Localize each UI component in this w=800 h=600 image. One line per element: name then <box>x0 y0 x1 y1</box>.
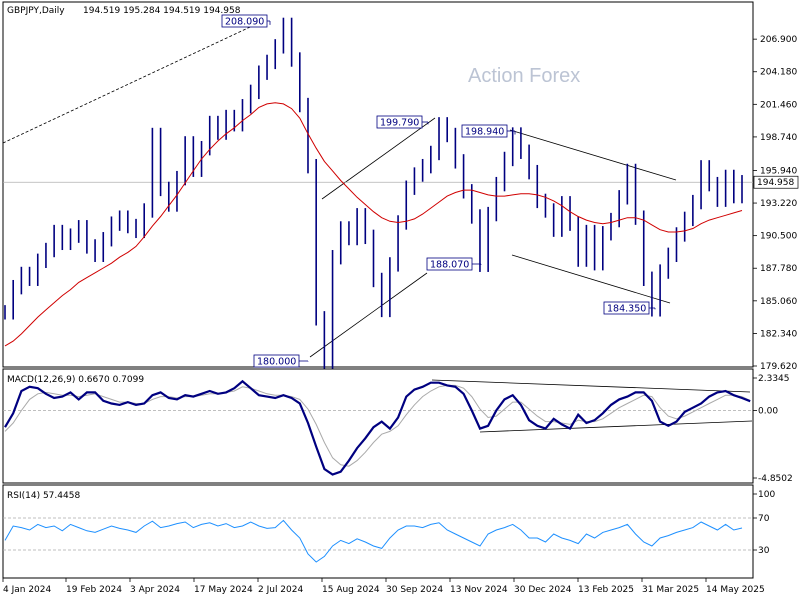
callout-label: 208.090 <box>225 17 264 28</box>
callout-label: 180.000 <box>257 357 296 368</box>
current-price-marker: 194.958 <box>753 175 799 189</box>
price-tick-label: 204.180 <box>760 68 797 78</box>
x-tick-label: 14 May 2025 <box>706 585 765 595</box>
current-price-label: 194.958 <box>757 178 794 188</box>
x-tick-label: 30 Dec 2024 <box>514 585 572 595</box>
callout-label: 188.070 <box>430 260 469 271</box>
price-tick-label: 198.740 <box>760 133 797 143</box>
wedge-upper-line <box>509 129 677 181</box>
price-tick-label: 206.900 <box>760 35 797 45</box>
x-tick-label: 31 Mar 2025 <box>642 585 699 595</box>
channel-lower-line <box>309 272 428 358</box>
price-tick-label: 190.500 <box>760 232 797 242</box>
macd-title: MACD(12,26,9) 0.6670 0.7099 <box>7 375 144 385</box>
price-tick-label: 179.620 <box>760 362 797 372</box>
x-tick-label: 19 Feb 2024 <box>66 585 122 595</box>
macd-y-axis: 2.3345 0.00 -4.8502 <box>3 374 793 484</box>
price-tick-label: 187.780 <box>760 264 797 274</box>
price-callouts: 208.090 199.790 198.940 188.070 184.350 180.0… <box>221 14 656 368</box>
price-panel-frame <box>2 1 754 368</box>
x-tick-label: 4 Jan 2024 <box>3 585 51 595</box>
x-tick-label: 2 Jul 2024 <box>258 585 303 595</box>
x-tick-label: 13 Feb 2025 <box>578 585 634 595</box>
x-tick-label: 30 Sep 2024 <box>386 585 443 595</box>
price-y-axis: 206.900 204.180 201.460 198.740 195.940 193.2… <box>753 35 797 372</box>
price-series <box>4 17 743 369</box>
channel-upper-line <box>321 117 436 200</box>
macd-upper-line <box>431 379 751 393</box>
price-tick-label: 201.460 <box>760 100 797 110</box>
callout-label: 199.790 <box>380 118 419 129</box>
macd-tick-label: 0.00 <box>758 406 778 416</box>
price-tick-label: 195.940 <box>760 166 797 176</box>
rsi-panel-frame <box>2 484 754 579</box>
x-tick-label: 3 Apr 2024 <box>130 585 180 595</box>
price-tick-label: 185.060 <box>760 297 797 307</box>
macd-line <box>4 379 751 476</box>
macd-panel-frame <box>2 368 754 484</box>
price-tick-label: 182.340 <box>760 329 797 339</box>
rsi-tick-label: 70 <box>758 514 770 524</box>
chart-symbol: GBPJPY,Daily <box>7 6 65 16</box>
macd-lower-line <box>479 420 753 433</box>
callout-label: 184.350 <box>607 304 646 315</box>
x-tick-label: 13 Nov 2024 <box>450 585 508 595</box>
rsi-line <box>4 519 743 563</box>
chart-ohlc: 194.519 195.284 194.519 194.958 <box>83 6 241 16</box>
rsi-title: RSI(14) 57.4458 <box>7 491 80 501</box>
x-axis: 4 Jan 2024 19 Feb 2024 3 Apr 2024 17 May 20… <box>2 578 765 595</box>
rsi-y-axis: 100 70 30 <box>3 490 775 556</box>
moving-average-line <box>4 102 743 347</box>
x-tick-label: 15 Aug 2024 <box>322 585 380 595</box>
rsi-series <box>4 519 743 563</box>
x-tick-label: 17 May 2024 <box>194 585 253 595</box>
trendlines <box>2 19 753 433</box>
watermark: Action Forex <box>468 65 580 87</box>
current-price-box <box>753 175 799 189</box>
macd-tick-label: -4.8502 <box>758 474 793 484</box>
price-tick-label: 193.220 <box>760 199 797 209</box>
rsi-tick-label: 100 <box>758 490 775 500</box>
wedge-lower-line <box>511 254 671 304</box>
macd-series <box>4 379 751 476</box>
rsi-tick-label: 30 <box>758 546 770 556</box>
dotted-trendline <box>2 19 266 144</box>
callout-label: 198.940 <box>465 127 504 138</box>
macd-tick-label: 2.3345 <box>758 374 790 384</box>
